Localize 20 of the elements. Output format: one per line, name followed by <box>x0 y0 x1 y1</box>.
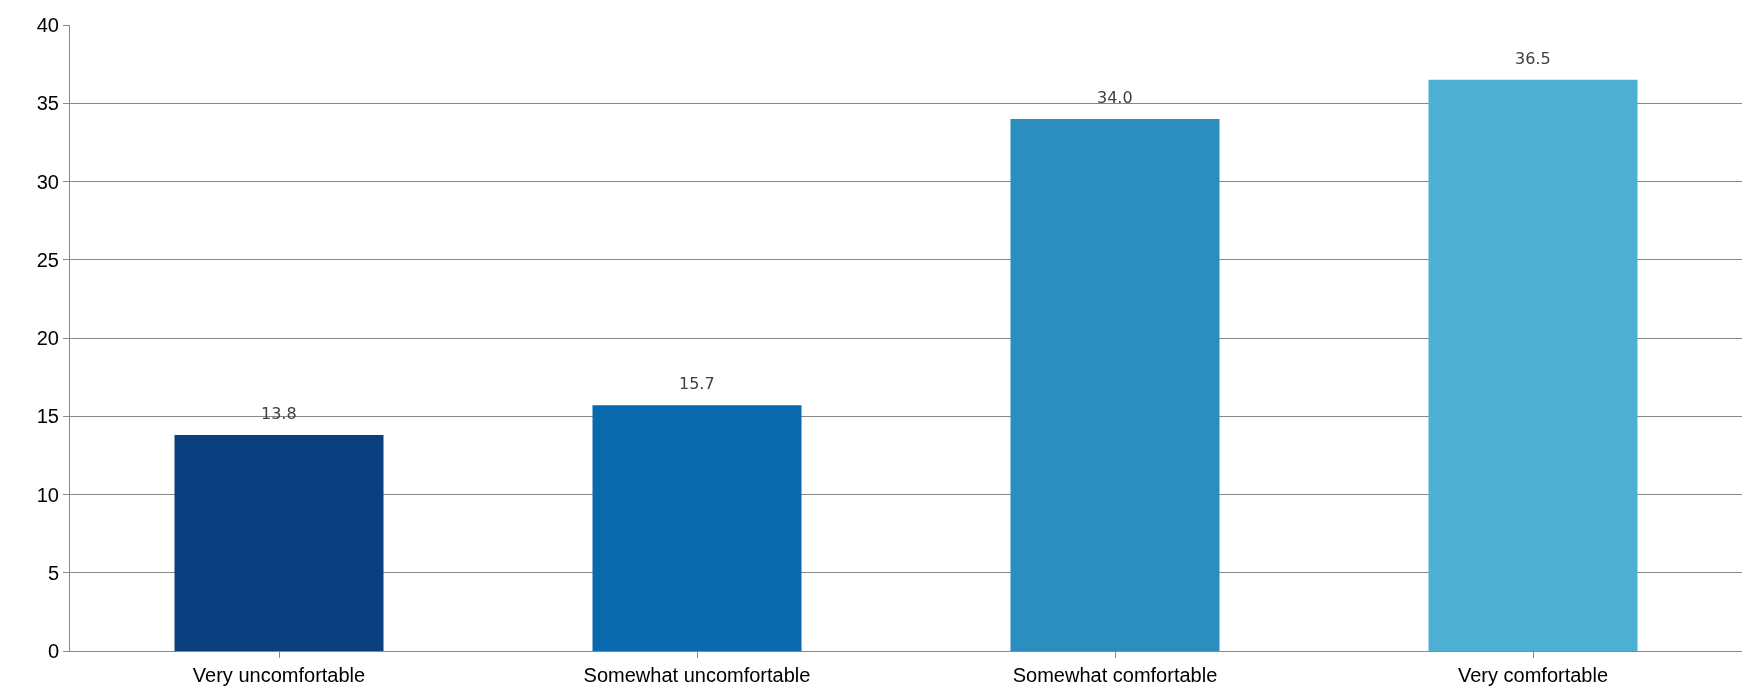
bar <box>174 435 384 651</box>
x-tick-label: Very comfortable <box>1457 664 1609 686</box>
y-tick-label: 5 <box>47 561 59 584</box>
x-tick-label: Very uncomfortable <box>192 664 366 686</box>
y-tick-label: 25 <box>36 248 59 271</box>
bar <box>1428 79 1638 651</box>
y-tick-label: 15 <box>36 405 59 428</box>
y-tick-label: 20 <box>36 327 59 349</box>
bar <box>1010 118 1220 651</box>
y-tick-label: 35 <box>36 92 59 115</box>
x-tick-label: Somewhat comfortable <box>1012 664 1218 686</box>
bar <box>592 405 802 651</box>
y-tick-label: 40 <box>36 14 59 36</box>
x-tick-label: Somewhat uncomfortable <box>583 664 811 686</box>
y-tick-label: 0 <box>47 640 59 662</box>
data-label: 36.5 <box>1515 49 1551 68</box>
y-tick-label: 10 <box>36 483 59 506</box>
y-tick-label: 30 <box>36 170 59 193</box>
data-label: 15.7 <box>679 374 715 393</box>
data-label: 34.0 <box>1097 88 1133 107</box>
